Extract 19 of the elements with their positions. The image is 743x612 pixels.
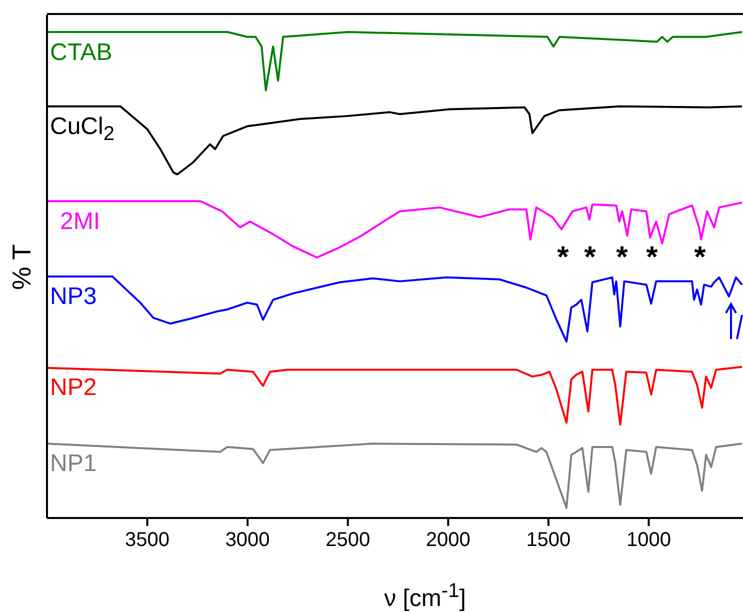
series-label: CuCl$_{2}$ (50, 113, 114, 145)
series-label: NP2 (50, 374, 97, 402)
x-tick-label: 3500 (125, 529, 170, 552)
annotation: * (583, 241, 597, 274)
x-tick-label: 3000 (225, 529, 270, 552)
x-tick-label: 1000 (626, 529, 671, 552)
x-axis-title: ν [cm$^{-1}$] (384, 580, 466, 612)
annotation: * (556, 241, 570, 274)
series-label: CTAB (50, 38, 112, 66)
x-tick-label: 1500 (526, 529, 571, 552)
x-tick-label: 2000 (426, 529, 470, 552)
annotation: * (645, 241, 659, 274)
series-label: NP3 (50, 282, 97, 310)
series-label: NP1 (50, 450, 97, 477)
x-tick-label: 2500 (326, 529, 370, 552)
annotation: * (693, 241, 707, 274)
annotation: * (615, 241, 629, 274)
series-label: 2MI (60, 208, 100, 235)
y-axis-title: % T (6, 244, 36, 290)
